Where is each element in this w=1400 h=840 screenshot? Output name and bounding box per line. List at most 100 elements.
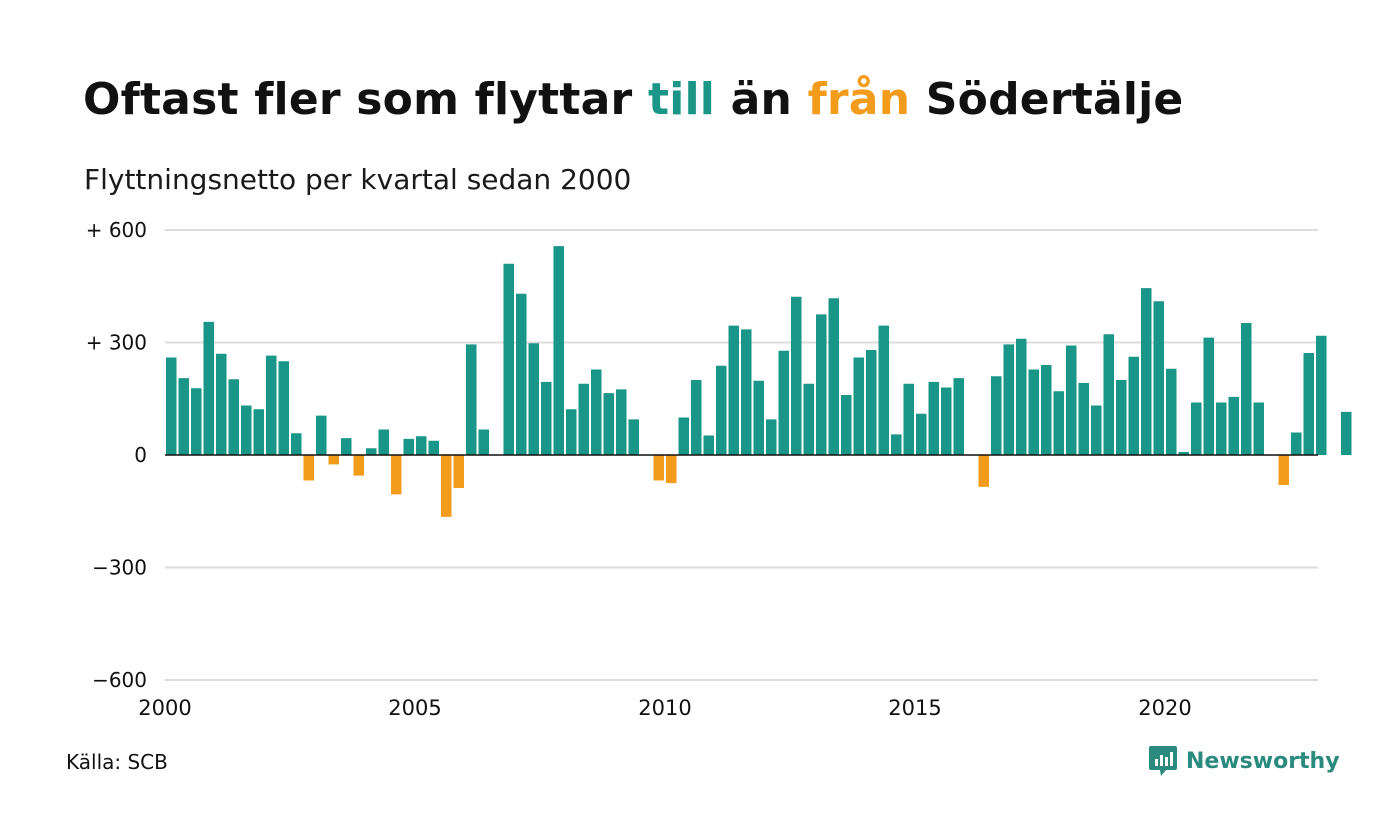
bar (1053, 391, 1064, 455)
x-axis-ticks: 2000 2005 2010 2015 2020 (138, 696, 1191, 720)
bar (166, 357, 177, 455)
bar (1291, 432, 1302, 455)
chart-title: Oftast fler som flyttar till än från Söd… (83, 74, 1183, 125)
source-note: Källa: SCB (66, 750, 168, 774)
bar (366, 448, 377, 455)
bar (1191, 402, 1202, 455)
bar (1041, 365, 1052, 455)
bar (1253, 402, 1264, 455)
bar (928, 381, 939, 455)
bar (516, 293, 527, 455)
title-part-3: Södertälje (925, 74, 1184, 125)
bar (403, 438, 414, 455)
bar (241, 405, 252, 455)
bar (953, 378, 964, 455)
bar (341, 438, 352, 455)
bar (991, 376, 1002, 455)
bar (178, 378, 189, 455)
y-tick-label: + 300 (86, 331, 147, 355)
bar (653, 455, 664, 481)
bar (266, 355, 277, 455)
y-axis-ticks: + 600 + 300 0 −300 −600 (86, 218, 147, 692)
bar (416, 436, 427, 455)
bar (1116, 380, 1127, 455)
bar (978, 455, 989, 487)
y-tick-label: −300 (92, 556, 147, 580)
bar (1103, 334, 1114, 455)
bar (753, 380, 764, 455)
bar (941, 387, 952, 455)
bar (903, 383, 914, 455)
bar (603, 393, 614, 455)
bar (353, 455, 364, 476)
bar (303, 455, 314, 481)
bar (666, 455, 677, 484)
bar (716, 365, 727, 455)
bar (741, 329, 752, 455)
bar (853, 357, 864, 455)
y-tick-label: 0 (134, 443, 147, 467)
bar (1241, 323, 1252, 455)
bar (616, 389, 627, 455)
bar (566, 409, 577, 455)
title-till: till (647, 74, 716, 125)
bar (191, 388, 202, 455)
bar-chart: + 600 + 300 0 −300 −600 2000 2005 2010 2015 2020 (86, 218, 1352, 720)
bar (891, 434, 902, 455)
bar (328, 455, 339, 465)
x-tick-label: 2010 (638, 696, 691, 720)
y-tick-label: −600 (92, 668, 147, 692)
bar (1091, 405, 1102, 455)
bar (791, 296, 802, 455)
bar (466, 344, 477, 455)
bar (816, 314, 827, 455)
bar (453, 455, 464, 488)
bar (228, 379, 239, 455)
bar (591, 369, 602, 455)
chart-subtitle: Flyttningsnetto per kvartal sedan 2000 (84, 163, 632, 196)
bar (378, 429, 389, 455)
bar (541, 381, 552, 455)
newsworthy-logo-icon (1149, 746, 1177, 776)
bar (278, 361, 289, 455)
bar (553, 246, 564, 455)
bar (778, 350, 789, 455)
bar (1128, 356, 1139, 455)
bar (628, 419, 639, 455)
bar (253, 409, 264, 455)
bar (841, 395, 852, 455)
bar (828, 298, 839, 455)
bar (691, 380, 702, 455)
bar (1216, 402, 1227, 455)
bar (1303, 353, 1314, 455)
y-tick-label: + 600 (86, 218, 147, 242)
x-tick-label: 2005 (388, 696, 441, 720)
brand-name: Newsworthy (1186, 748, 1340, 774)
bar (916, 413, 927, 455)
bar (503, 263, 514, 455)
bar (1166, 368, 1177, 455)
bar (1341, 411, 1352, 455)
title-part-2: än (730, 74, 793, 125)
bar (1141, 288, 1152, 455)
bar (1003, 344, 1014, 455)
bar (728, 325, 739, 455)
bar (803, 383, 814, 455)
bar (1316, 335, 1327, 455)
bar (703, 435, 714, 455)
bar (866, 350, 877, 455)
bar (878, 325, 889, 455)
x-tick-label: 2015 (888, 696, 941, 720)
bar (1078, 383, 1089, 455)
bar (1016, 338, 1027, 455)
bar (1203, 337, 1214, 455)
bar (391, 455, 402, 495)
bar (1066, 345, 1077, 455)
title-part-1: Oftast fler som flyttar (83, 74, 633, 125)
bar (528, 343, 539, 455)
x-tick-label: 2000 (138, 696, 191, 720)
bar (216, 353, 227, 455)
bars (166, 246, 1352, 517)
bar (428, 440, 439, 455)
bar (441, 455, 452, 517)
